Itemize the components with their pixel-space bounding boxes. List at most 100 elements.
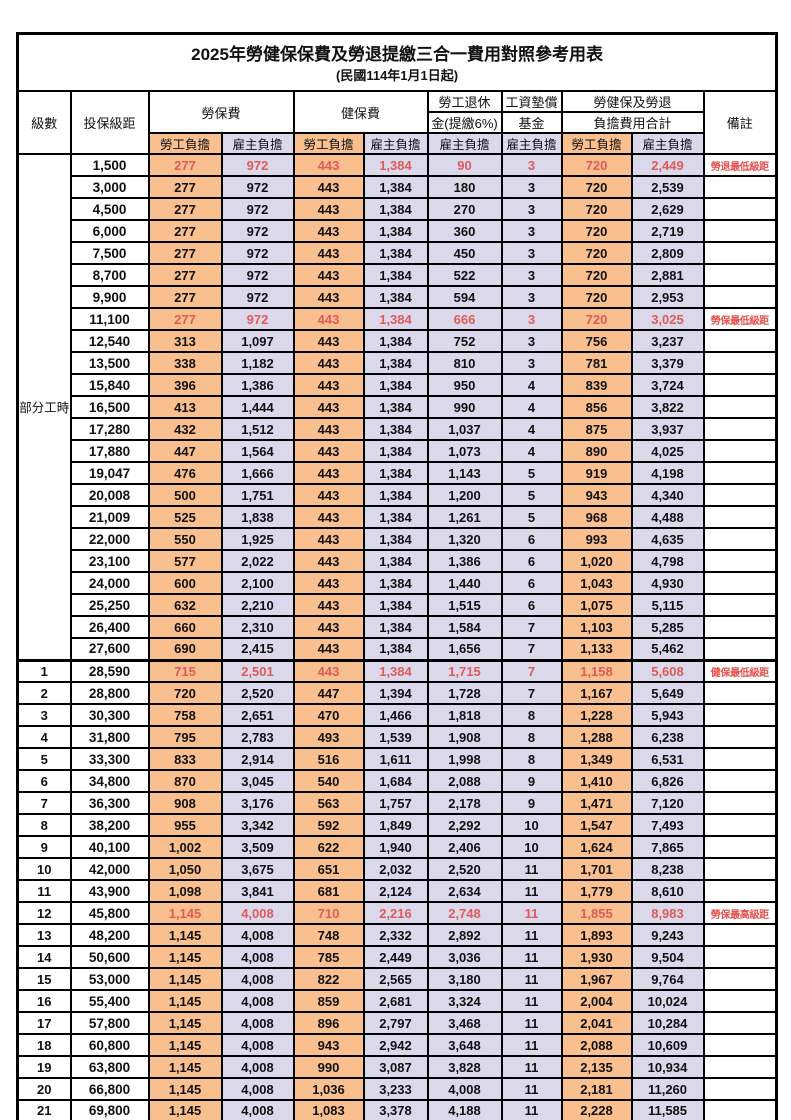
value-cell: 90 [426,153,503,177]
table-row: 20,008 500 1,751 443 1,384 1,200 5 943 4,340 [18,483,778,507]
value-cell: 443 [292,593,365,617]
value-cell: 447 [147,439,223,463]
value-cell: 11 [500,923,563,947]
level-cell: 4 [16,725,72,749]
value-cell: 5,462 [630,637,705,661]
value-cell: 11 [500,1033,563,1057]
table-row: 7,500 277 972 443 1,384 450 3 720 2,809 [18,241,778,265]
value-cell: 2,228 [560,1099,633,1120]
value-cell: 11,585 [630,1099,705,1120]
value-cell: 3 [500,307,563,331]
value-cell: 660 [147,615,223,639]
value-cell: 1,656 [426,637,503,661]
bracket-cell: 16,500 [69,395,150,419]
value-cell: 443 [292,439,365,463]
value-cell: 1,288 [560,725,633,749]
value-cell: 443 [292,307,365,331]
value-cell: 443 [292,285,365,309]
value-cell: 3 [500,351,563,375]
value-cell: 1,384 [362,505,429,529]
level-cell: 20 [16,1077,72,1101]
value-cell: 1,584 [426,615,503,639]
value-cell: 10 [500,835,563,859]
value-cell: 2,651 [220,703,295,727]
value-cell: 5,115 [630,593,705,617]
value-cell: 2,032 [362,857,429,881]
value-cell: 2,881 [630,263,705,287]
table-row: 部分工時 1,500 277 972 443 1,384 90 3 720 2,449 勞退最低級距 [16,153,778,661]
value-cell: 2,539 [630,175,705,199]
table-row: 14 50,600 1,145 4,008 785 2,449 3,036 11 1,930 9,… [16,945,778,969]
value-cell: 3,648 [426,1033,503,1057]
note-cell [702,483,778,507]
value-cell: 3,724 [630,373,705,397]
value-cell: 6 [500,571,563,595]
header-row-3: 勞工負擔 雇主負擔 勞工負擔 雇主負擔 雇主負擔 雇主負擔 勞工負擔 雇主負擔 [18,132,777,155]
value-cell: 1,133 [560,637,633,661]
note-cell [702,329,778,353]
note-cell [702,395,778,419]
value-cell: 450 [426,241,503,265]
value-cell: 1,539 [362,725,429,749]
value-cell: 908 [147,791,223,815]
table-row: 16,500 413 1,444 443 1,384 990 4 856 3,822 [18,395,778,419]
value-cell: 2,415 [220,637,295,661]
bracket-cell: 15,840 [69,373,150,397]
level-cell: 14 [16,945,72,969]
value-cell: 3 [500,263,563,287]
value-cell: 493 [292,725,365,749]
value-cell: 1,384 [362,417,429,441]
value-cell: 6 [500,593,563,617]
value-cell: 2,088 [560,1033,633,1057]
value-cell: 1,083 [292,1099,365,1120]
note-cell [702,703,778,727]
bracket-cell: 13,500 [69,351,150,375]
value-cell: 943 [560,483,633,507]
subheader-health-employer: 雇主負擔 [362,132,429,155]
value-cell: 2,216 [362,901,429,925]
value-cell: 1,384 [362,285,429,309]
value-cell: 2,783 [220,725,295,749]
value-cell: 443 [292,527,365,551]
table-row: 26,400 660 2,310 443 1,384 1,584 7 1,103 5,285 [18,615,778,639]
bracket-cell: 19,047 [69,461,150,485]
value-cell: 4 [500,417,563,441]
level-cell: 9 [16,835,72,859]
value-cell: 1,624 [560,835,633,859]
title-row: 2025年勞健保保費及勞退提繳三合一費用對照參考用表 (民國114年1月1日起) [16,32,778,92]
bracket-cell: 8,700 [69,263,150,287]
value-cell: 8,983 [630,901,705,925]
value-cell: 632 [147,593,223,617]
value-cell: 1,384 [362,153,429,177]
value-cell: 7 [500,658,563,683]
note-cell [702,593,778,617]
level-cell: 10 [16,857,72,881]
value-cell: 781 [560,351,633,375]
table-row: 17,880 447 1,564 443 1,384 1,073 4 890 4,025 [18,439,778,463]
value-cell: 577 [147,549,223,573]
value-cell: 277 [147,175,223,199]
value-cell: 563 [292,791,365,815]
value-cell: 1,145 [147,967,223,991]
value-cell: 972 [220,241,295,265]
value-cell: 516 [292,747,365,771]
value-cell: 270 [426,197,503,221]
value-cell: 2,809 [630,241,705,265]
value-cell: 2,914 [220,747,295,771]
value-cell: 1,930 [560,945,633,969]
value-cell: 1,103 [560,615,633,639]
value-cell: 2,100 [220,571,295,595]
note-cell [702,219,778,243]
value-cell: 3,822 [630,395,705,419]
value-cell: 443 [292,395,365,419]
note-cell [702,373,778,397]
value-cell: 3 [500,285,563,309]
value-cell: 4,025 [630,439,705,463]
value-cell: 856 [560,395,633,419]
value-cell: 950 [426,373,503,397]
value-cell: 758 [147,703,223,727]
note-cell [702,417,778,441]
value-cell: 756 [560,329,633,353]
value-cell: 1,043 [560,571,633,595]
value-cell: 651 [292,857,365,881]
